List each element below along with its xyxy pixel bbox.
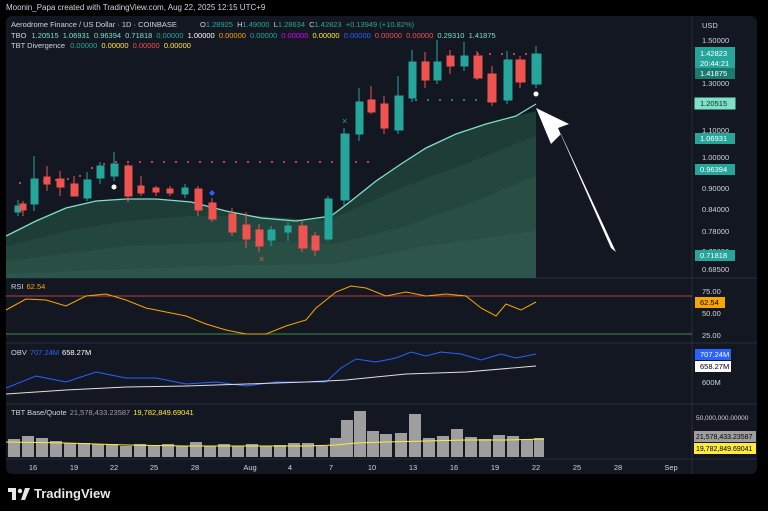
svg-text:1.20515: 1.20515 [700,99,727,108]
svg-text:0.78000: 0.78000 [702,227,729,236]
svg-text:0.90000: 0.90000 [702,184,729,193]
symbol-title: Aerodrome Finance / US Dollar · 1D · COI… [11,20,177,29]
obv-ma-line [6,365,537,395]
svg-text:22: 22 [532,463,540,472]
ohlc-readout: O1.28925 H1.49000 L1.28634 C1.42823 +0.1… [200,20,415,29]
svg-text:19,782,849.69041: 19,782,849.69041 [696,446,753,453]
svg-text:21,578,433.23587: 21,578,433.23587 [696,434,753,441]
buy-cross-marker: × [342,116,347,126]
svg-text:4: 4 [288,463,292,472]
svg-text:1.30000: 1.30000 [702,79,729,88]
svg-text:62.54: 62.54 [700,298,719,307]
tradingview-logo[interactable]: TradingView [8,486,110,501]
arrow-annotation [536,108,616,252]
price-badges: 1.42823 20:44:21 1.41875 1.20515 1.06931… [694,47,756,454]
svg-text:1.42823: 1.42823 [700,49,727,58]
currency-label: USD [702,21,718,30]
obv-line [6,351,537,389]
svg-text:0.71818: 0.71818 [700,251,727,260]
svg-text:1.06931: 1.06931 [700,134,727,143]
svg-text:25.00: 25.00 [702,331,721,340]
svg-text:10: 10 [368,463,376,472]
svg-text:600M: 600M [702,378,721,387]
svg-text:25: 25 [150,463,158,472]
diamond-marker [209,190,215,196]
svg-text:16: 16 [29,463,37,472]
svg-text:658.27M: 658.27M [700,362,729,371]
svg-text:22: 22 [110,463,118,472]
tbo-support-dots [415,99,489,101]
sell-cross-marker: × [259,254,264,264]
svg-text:13: 13 [409,463,417,472]
svg-text:16: 16 [450,463,458,472]
svg-text:19: 19 [491,463,499,472]
chart-frame[interactable]: × × Aerodrome Finance / US Dollar · 1D ·… [6,16,757,474]
rsi-line [6,285,537,335]
candles [14,40,542,256]
svg-text:75.00: 75.00 [702,287,721,296]
svg-text:707.24M: 707.24M [700,350,729,359]
svg-text:19: 19 [70,463,78,472]
svg-text:0.68500: 0.68500 [702,265,729,274]
svg-text:28: 28 [614,463,622,472]
tbo-legend: TBO 1.20515 1.06931 0.96394 0.71818 0.00… [11,31,496,40]
svg-text:0.84000: 0.84000 [702,205,729,214]
tbo-band [6,111,536,278]
svg-text:Sep: Sep [664,463,677,472]
svg-text:Aug: Aug [243,463,256,472]
svg-text:28: 28 [191,463,199,472]
svg-text:0.96394: 0.96394 [700,165,727,174]
svg-text:1.00000: 1.00000 [702,153,729,162]
tbt-base-legend: TBT Base/Quote 21,578,433.23587 19,782,849… [11,408,194,417]
rsi-legend: RSI 62.54 [11,282,45,291]
svg-text:1.10000: 1.10000 [702,126,729,135]
tbo-fast-line [6,103,537,237]
tbt-ma-line [6,438,545,447]
time-axis-labels: 16 19 22 25 28 Aug 4 7 10 13 16 19 22 25… [29,463,678,472]
svg-text:50.00: 50.00 [702,309,721,318]
tradingview-logo-icon [8,487,30,500]
svg-text:20:44:21: 20:44:21 [700,59,729,68]
obv-legend: OBV 707.24M 658.27M [11,348,91,357]
tbt-histogram [8,411,544,457]
svg-text:50,000,000.00000: 50,000,000.00000 [696,415,749,422]
chart-creator-caption: Moonin_Papa created with TradingView.com… [0,0,768,16]
svg-text:1.50000: 1.50000 [702,36,729,45]
svg-text:7: 7 [329,463,333,472]
signal-dot [533,91,539,97]
tradingview-wordmark: TradingView [34,486,111,501]
svg-text:25: 25 [573,463,581,472]
footer [0,476,768,511]
tbt-divergence-legend: TBT Divergence 0.00000 0.00000 0.00000 0… [11,41,191,50]
svg-text:1.41875: 1.41875 [700,69,727,78]
signal-dot [111,184,117,190]
